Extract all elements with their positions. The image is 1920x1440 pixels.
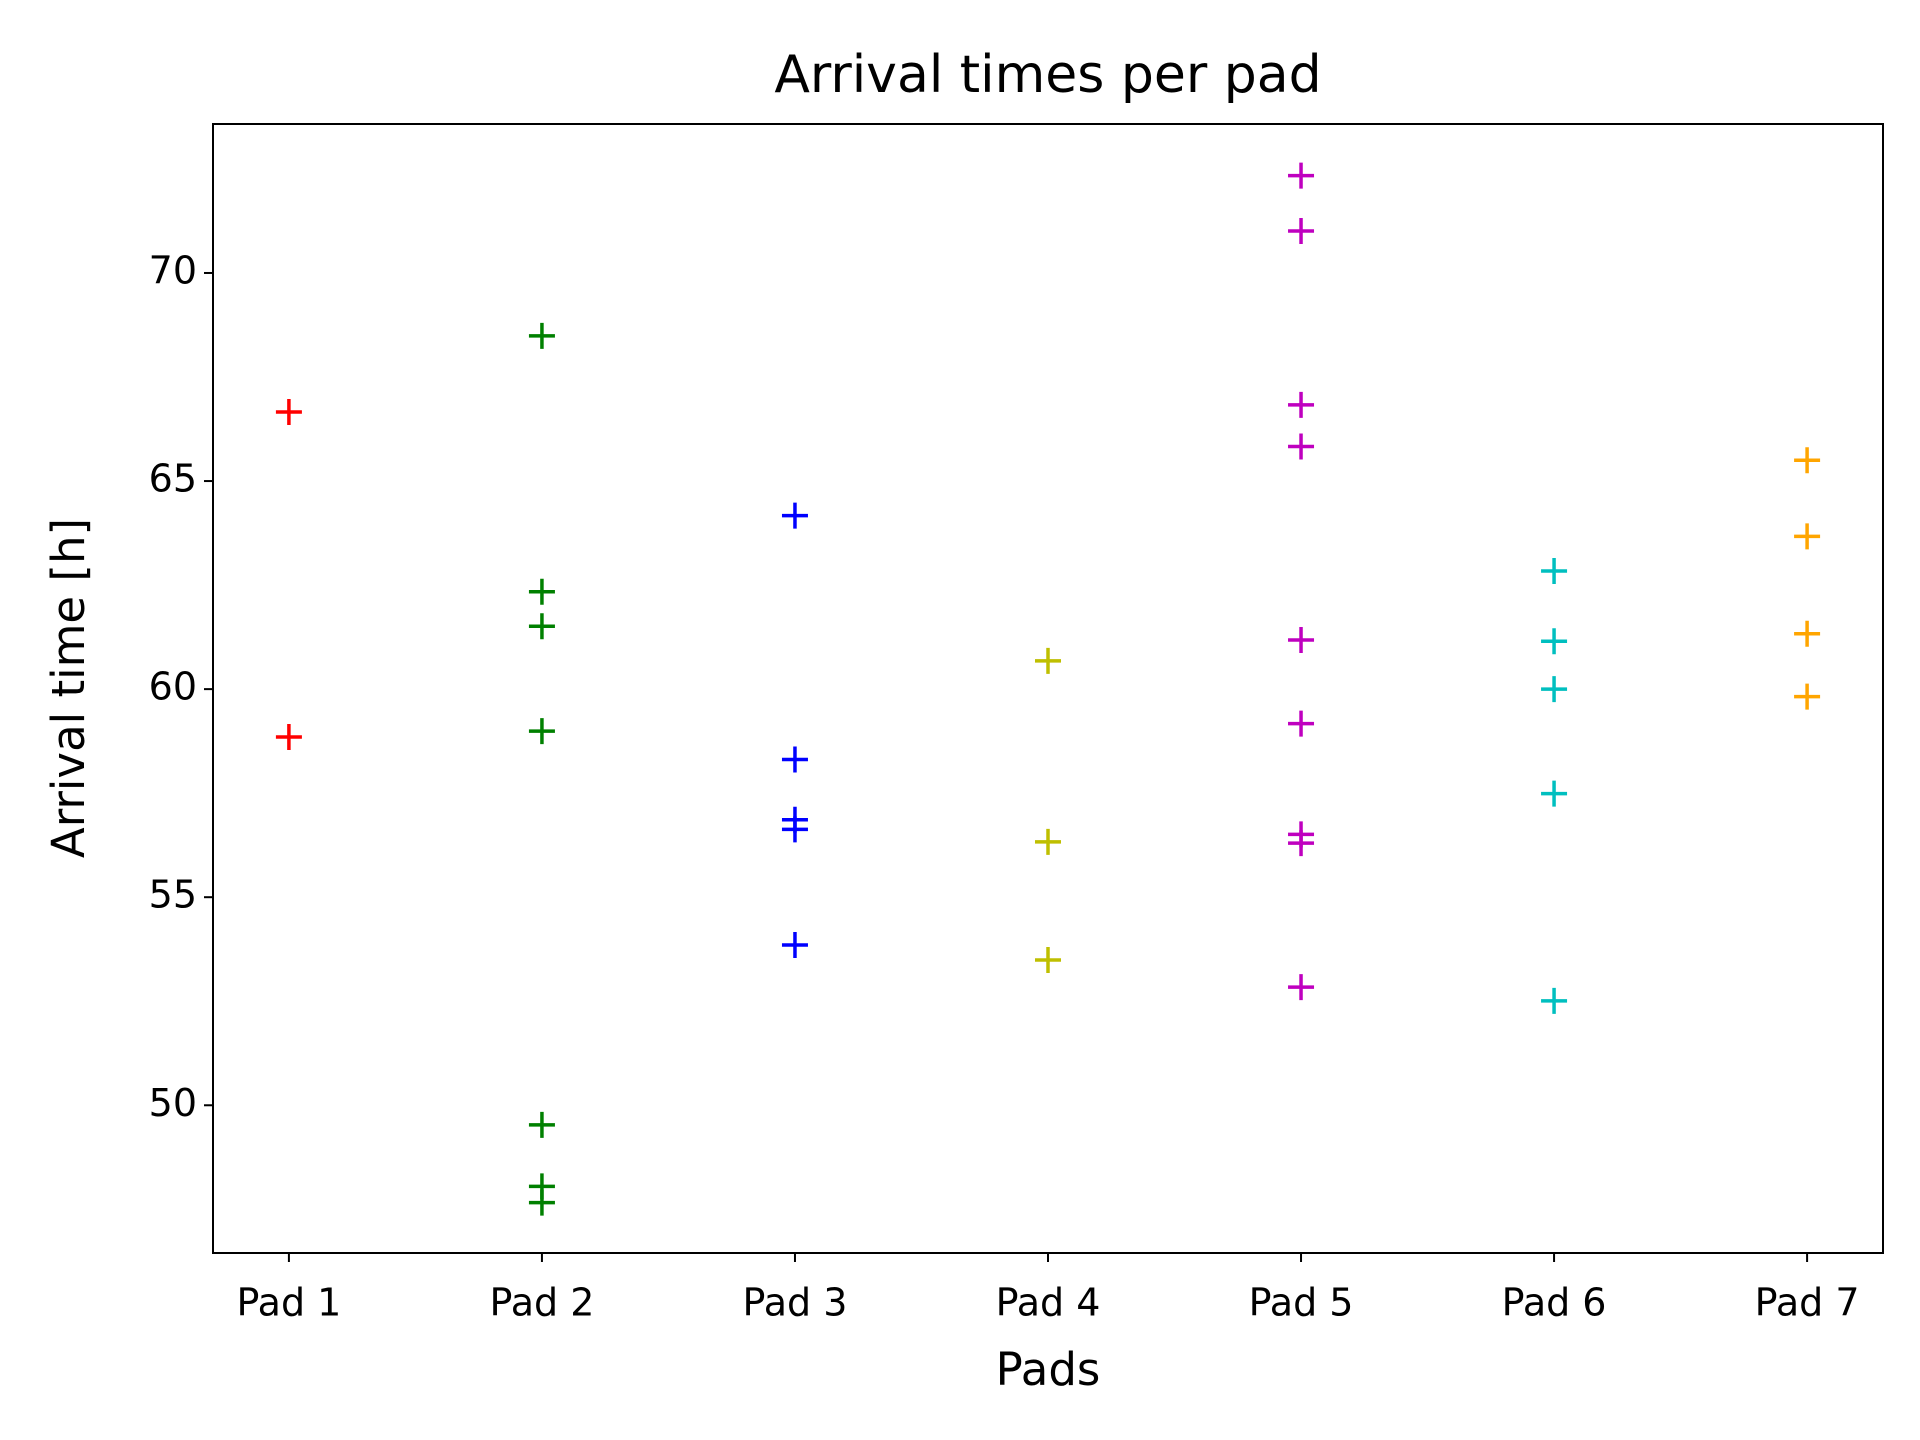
x-tick-label: Pad 6 [1502, 1281, 1607, 1325]
marker [1035, 828, 1061, 855]
marker [1288, 710, 1315, 737]
marker [1035, 647, 1061, 674]
marker [1035, 947, 1061, 974]
y-tick-label: 60 [149, 665, 197, 709]
y-tick-label: 70 [149, 248, 197, 292]
marker [1288, 974, 1315, 1001]
y-tick-label: 50 [149, 1081, 197, 1125]
marker [781, 502, 808, 529]
marker [1288, 830, 1315, 857]
marker [1541, 987, 1568, 1014]
y-axis-label: Arrival time [h] [42, 518, 95, 858]
marker [1288, 433, 1315, 460]
marker [781, 932, 808, 959]
marker [528, 578, 555, 605]
marker [1541, 780, 1568, 807]
x-axis-label: Pads [996, 1343, 1101, 1396]
x-tick-label: Pad 5 [1249, 1281, 1354, 1325]
marker [1541, 628, 1568, 655]
marker [528, 322, 555, 349]
marker [1794, 620, 1821, 647]
marker [275, 723, 302, 750]
marker [528, 1111, 555, 1138]
marker [781, 816, 808, 843]
marker [1541, 557, 1568, 584]
x-tick-label: Pad 3 [743, 1281, 848, 1325]
y-tick-label: 55 [149, 873, 197, 917]
marker [528, 1189, 555, 1216]
marker [1794, 523, 1821, 550]
marker [1541, 676, 1568, 703]
plot-frame [212, 123, 1884, 1254]
marker [1288, 162, 1315, 189]
marker [1794, 447, 1821, 474]
x-tick-label: Pad 7 [1755, 1281, 1860, 1325]
x-tick-label: Pad 4 [996, 1281, 1101, 1325]
x-tick-label: Pad 1 [236, 1281, 341, 1325]
marker [275, 398, 302, 425]
marker [528, 718, 555, 745]
marker [528, 613, 555, 640]
marker [1288, 217, 1315, 244]
chart-title: Arrival times per pad [774, 45, 1321, 105]
marker [781, 746, 808, 773]
x-tick-label: Pad 2 [490, 1281, 595, 1325]
marker [1288, 391, 1315, 418]
marker [1288, 627, 1315, 654]
marker [1794, 683, 1821, 710]
y-tick-label: 65 [149, 457, 197, 501]
